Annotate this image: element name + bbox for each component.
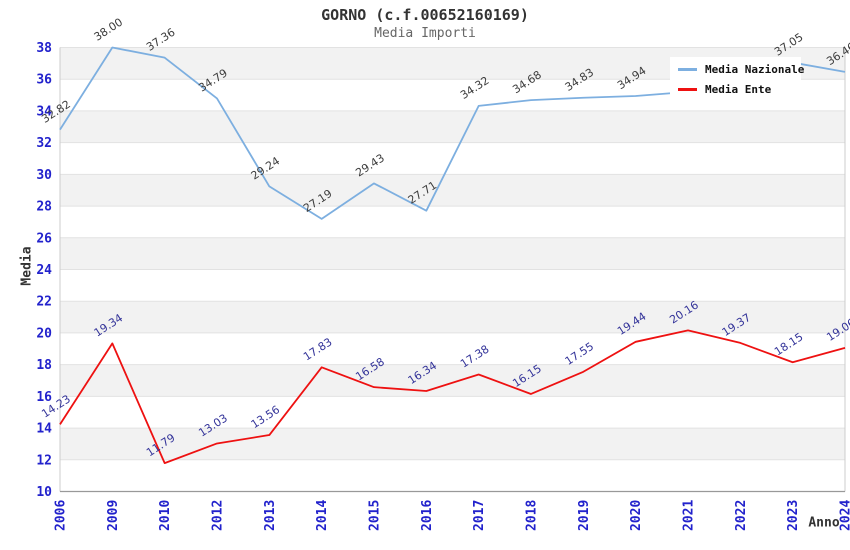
- svg-text:32: 32: [36, 136, 52, 151]
- chart-subtitle: Media Importi: [374, 26, 476, 41]
- legend-label-nazionale: Media Nazionale: [705, 62, 805, 76]
- svg-text:2017: 2017: [472, 500, 487, 531]
- svg-text:2010: 2010: [158, 500, 173, 531]
- svg-text:24: 24: [36, 263, 52, 278]
- x-tick-labels: 2006 2009 2010 2012 2013 2014 2015 2016 2017 2018…: [54, 500, 850, 531]
- legend-item-media-nazionale: Media Nazionale: [678, 62, 805, 76]
- svg-text:2014: 2014: [315, 500, 330, 531]
- series-line-ente: [59, 329, 846, 465]
- svg-text:2012: 2012: [211, 500, 226, 531]
- y-tick-labels: 10 12 14 16 18 20 22 24 26 28 30 32 34 36 38: [36, 41, 52, 500]
- svg-text:2021: 2021: [682, 500, 697, 531]
- svg-text:20: 20: [36, 326, 52, 341]
- svg-text:2024: 2024: [839, 500, 850, 531]
- svg-text:2022: 2022: [734, 500, 749, 531]
- chart-title: GORNO (c.f.00652160169): [321, 6, 529, 24]
- legend: Media Nazionale Media Ente: [670, 57, 805, 102]
- legend-swatch-nazionale-icon: [678, 67, 697, 71]
- svg-text:14: 14: [36, 422, 52, 437]
- svg-text:16: 16: [36, 390, 52, 405]
- svg-text:36: 36: [36, 73, 52, 88]
- x-axis-title: Anno: [808, 515, 840, 531]
- svg-text:2023: 2023: [786, 500, 801, 531]
- svg-text:38.00: 38.00: [92, 16, 125, 44]
- legend-label-ente: Media Ente: [705, 83, 772, 97]
- legend-item-media-ente: Media Ente: [678, 83, 801, 96]
- svg-text:2006: 2006: [54, 500, 69, 531]
- svg-text:2015: 2015: [368, 500, 383, 531]
- svg-text:2020: 2020: [629, 500, 644, 531]
- svg-text:2018: 2018: [525, 500, 540, 531]
- svg-text:38: 38: [36, 41, 52, 56]
- svg-text:26: 26: [36, 231, 52, 246]
- svg-text:28: 28: [36, 200, 52, 215]
- svg-text:18: 18: [36, 358, 52, 373]
- svg-text:34: 34: [36, 104, 52, 119]
- svg-text:2019: 2019: [577, 500, 592, 531]
- svg-text:2013: 2013: [263, 500, 278, 531]
- svg-text:36.46: 36.46: [824, 40, 850, 68]
- svg-text:2009: 2009: [106, 500, 121, 531]
- svg-text:22: 22: [36, 295, 52, 310]
- svg-text:12: 12: [36, 453, 52, 468]
- svg-text:30: 30: [36, 168, 52, 183]
- svg-text:2016: 2016: [420, 500, 435, 531]
- svg-text:10: 10: [36, 485, 52, 500]
- legend-swatch-ente-icon: [678, 88, 697, 92]
- y-axis-title: Media: [19, 246, 35, 286]
